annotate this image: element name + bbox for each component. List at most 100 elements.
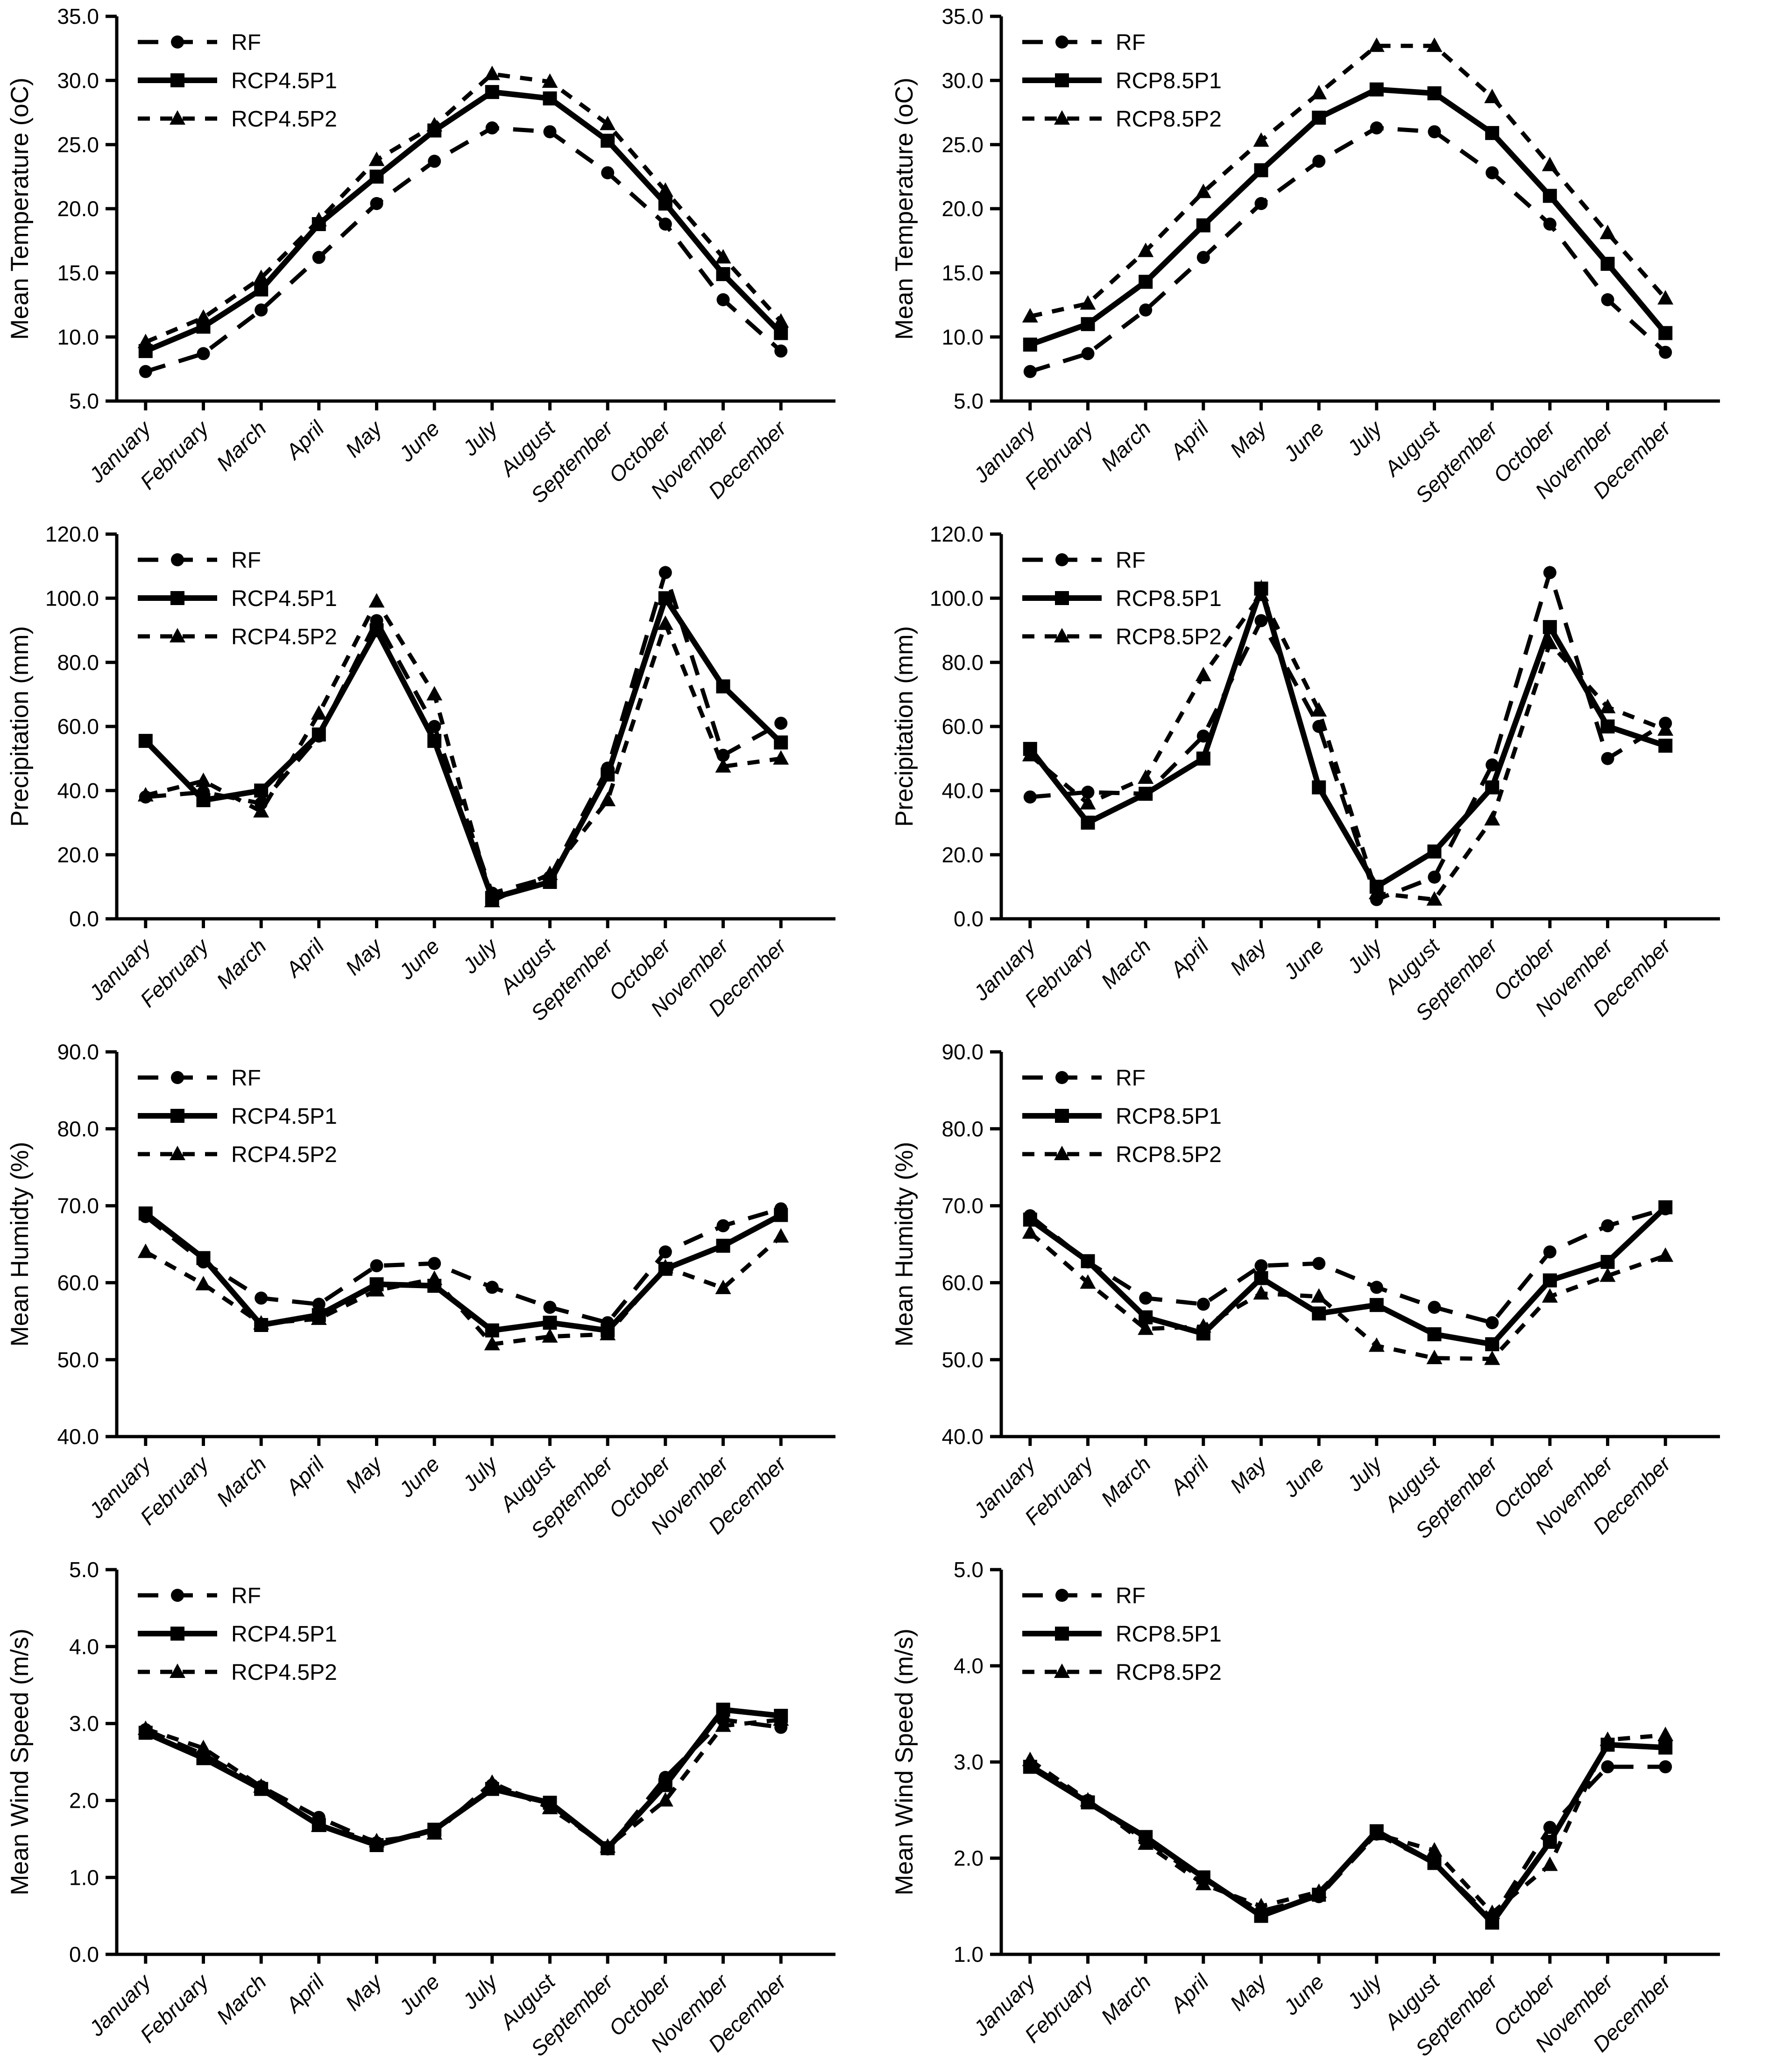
circle-marker [658, 218, 672, 231]
x-tick-label: April [280, 933, 329, 982]
square-marker [1427, 1856, 1442, 1870]
triangle-marker [1080, 295, 1096, 310]
triangle-marker [426, 117, 443, 132]
triangle-marker [1054, 628, 1070, 642]
chart-mean-wind-speed-rcp45: 0.0 1.0 2.0 3.0 4.0 5.0 Mean Wind Speed (m/s) J… [0, 1553, 884, 2071]
triangle-marker [1426, 1842, 1443, 1857]
chart-mean-temperature-rcp45: 5.0 10.0 15.0 20.0 25.0 30.0 35.0 Mean Temperat… [0, 0, 884, 518]
triangle-marker [1138, 769, 1154, 784]
x-tick-label: July [1342, 933, 1387, 978]
y-tick-label: 40.0 [57, 778, 99, 803]
square-marker [1081, 1254, 1095, 1269]
y-tick-label: 3.0 [69, 1712, 99, 1736]
triangle-marker [1426, 891, 1443, 906]
series-RCP8.5P2 [1022, 1727, 1674, 1919]
legend-item-RCP4.5P2: RCP4.5P2 [138, 1660, 337, 1685]
x-tick-label: May [340, 1968, 387, 2015]
triangle-marker [1484, 811, 1500, 826]
legend-label: RCP8.5P1 [1116, 1104, 1222, 1129]
circle-marker [171, 553, 184, 566]
legend-label: RF [231, 30, 261, 55]
square-marker [1543, 620, 1557, 634]
square-marker [1485, 126, 1500, 140]
triangle-marker [1195, 667, 1211, 682]
triangle-marker [1054, 110, 1070, 125]
triangle-marker [311, 1310, 327, 1325]
triangle-marker [1368, 1825, 1385, 1840]
series-RCP8.5P2 [1022, 37, 1674, 323]
legend-label: RF [1116, 30, 1146, 55]
x-tick-label: April [1165, 933, 1214, 982]
square-marker [369, 623, 384, 637]
square-marker [1369, 82, 1384, 97]
circle-marker [428, 1257, 441, 1270]
triangle-marker [311, 211, 327, 226]
x-tick-label: June [394, 416, 444, 466]
square-marker [543, 1316, 557, 1330]
triangle-marker [1368, 37, 1385, 52]
y-tick-label: 20.0 [941, 843, 984, 867]
square-marker [774, 735, 788, 750]
circle-marker [139, 365, 152, 378]
square-marker [170, 73, 184, 87]
legend-item-RF: RF [1022, 1066, 1146, 1091]
y-tick-label: 20.0 [941, 197, 984, 221]
y-tick-label: 60.0 [57, 714, 99, 739]
square-marker [1427, 844, 1442, 859]
y-tick-label: 35.0 [57, 4, 99, 28]
triangle-marker [1022, 1751, 1038, 1766]
legend-item-RF: RF [138, 548, 261, 573]
square-marker [1600, 1254, 1615, 1269]
legend-item-RCP4.5P1: RCP4.5P1 [138, 586, 337, 611]
legend: RF RCP4.5P1 RCP4.5P2 [138, 1584, 337, 1685]
triangle-marker [600, 1325, 616, 1340]
triangle-marker [657, 1259, 673, 1274]
x-tick-label: April [1165, 416, 1214, 465]
mean-humidity-rcp45-plot: 40.0 50.0 60.0 70.0 80.0 90.0 Mean Humidty (%)… [6, 1040, 835, 1543]
circle-marker [171, 35, 184, 49]
chart-mean-wind-speed-rcp85: 1.0 2.0 3.0 4.0 5.0 Mean Wind Speed (m/s) Janu… [884, 1553, 1769, 2071]
circle-marker [1543, 218, 1557, 231]
circle-marker [1601, 1219, 1614, 1233]
y-axis-title: Precipitation (mm) [6, 626, 34, 827]
legend: RF RCP8.5P1 RCP8.5P2 [1022, 1584, 1222, 1685]
series-RCP4.5P2 [137, 1711, 789, 1853]
circle-marker [658, 566, 672, 579]
y-tick-label: 80.0 [57, 1117, 99, 1141]
circle-marker [1196, 1297, 1210, 1311]
circle-marker [1543, 566, 1557, 579]
triangle-marker [542, 865, 558, 880]
circle-marker [1081, 347, 1095, 360]
circle-marker [1312, 155, 1326, 168]
square-marker [1658, 739, 1673, 753]
circle-marker [1370, 121, 1383, 134]
y-tick-label: 20.0 [57, 197, 99, 221]
triangle-marker [170, 1146, 185, 1160]
triangle-marker [715, 1279, 731, 1294]
circle-marker [1254, 614, 1268, 627]
x-tick-label: March [212, 1969, 271, 2029]
triangle-marker [311, 705, 327, 720]
y-tick-label: 0.0 [69, 907, 99, 931]
circle-marker [485, 121, 499, 134]
legend-label: RCP8.5P1 [1116, 1622, 1222, 1647]
y-axis-title: Mean Humidty (%) [891, 1142, 918, 1347]
triangle-marker [1080, 1792, 1096, 1807]
triangle-marker [1311, 1883, 1327, 1898]
triangle-marker [253, 1315, 269, 1330]
triangle-marker [542, 73, 558, 88]
y-axis-title: Mean Humidty (%) [6, 1142, 34, 1347]
circle-marker [428, 155, 441, 168]
triangle-marker [1080, 795, 1096, 810]
legend-item-RCP8.5P1: RCP8.5P1 [1022, 1622, 1222, 1647]
square-marker [311, 727, 326, 742]
triangle-marker [368, 1832, 385, 1847]
triangle-marker [600, 115, 616, 130]
y-tick-label: 1.0 [954, 1942, 984, 1966]
circle-marker [1023, 365, 1037, 378]
x-tick-label: June [1278, 1452, 1329, 1502]
circle-marker [1196, 729, 1210, 743]
legend-item-RCP8.5P2: RCP8.5P2 [1022, 1660, 1222, 1685]
